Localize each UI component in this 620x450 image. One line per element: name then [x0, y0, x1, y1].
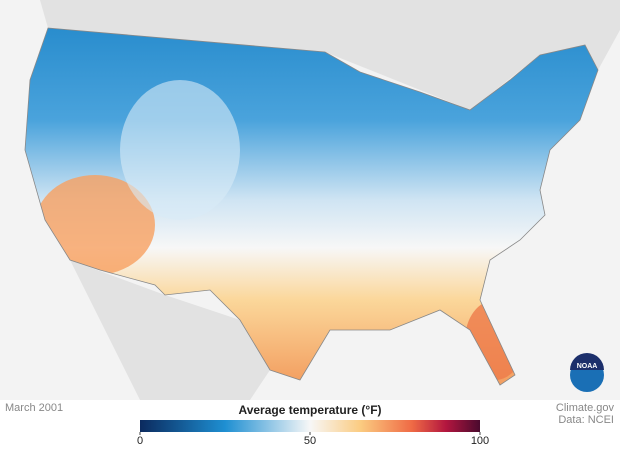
canada [0, 0, 620, 110]
legend-title: Average temperature (°F) [238, 403, 381, 417]
legend-tick-label: 50 [304, 435, 316, 447]
color-bar [140, 420, 480, 432]
credit-source: Climate.gov [556, 402, 615, 414]
legend-tick-label: 0 [137, 435, 143, 447]
us-outline [24, 27, 599, 386]
mexico [70, 260, 270, 400]
noaa-logo-top [570, 353, 604, 370]
credit-data: Data: NCEI [558, 414, 614, 426]
date: March 2001 [5, 402, 63, 414]
logo-text: NOAA [577, 363, 598, 370]
legend-tick-label: 100 [471, 435, 489, 447]
